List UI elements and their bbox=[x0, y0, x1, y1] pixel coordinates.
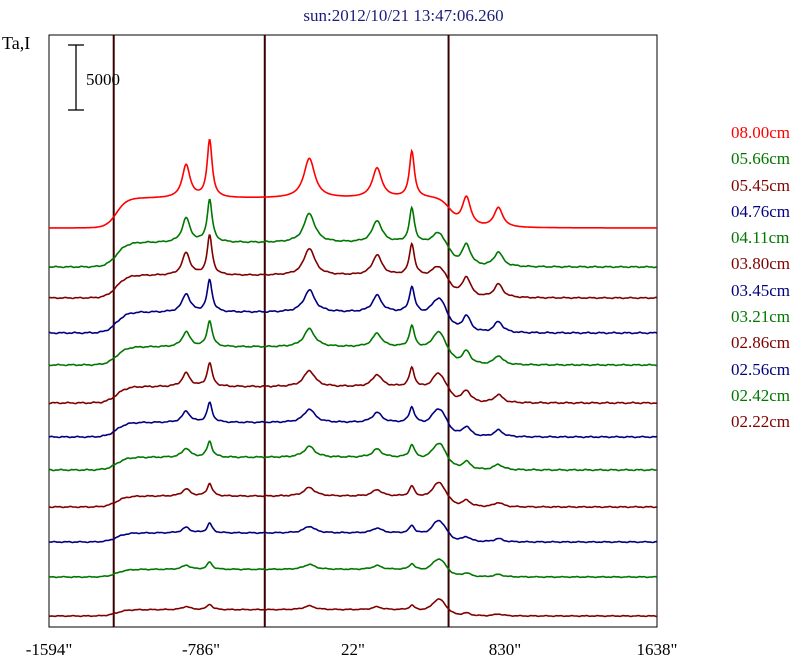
y-axis-label: Ta,I bbox=[2, 33, 31, 53]
legend-item: 02.86cm bbox=[731, 333, 791, 353]
legend-item: 02.56cm bbox=[731, 359, 791, 379]
legend-item: 05.66cm bbox=[731, 149, 791, 169]
series-line-02-56cm bbox=[49, 519, 658, 544]
x-tick-label: -786" bbox=[182, 640, 220, 659]
series-line-05-66cm bbox=[48, 198, 658, 269]
series-line-03-21cm bbox=[48, 440, 657, 472]
legend-item: 02.22cm bbox=[731, 412, 791, 432]
legend-item: 03.80cm bbox=[731, 254, 791, 274]
x-tick-label: 1638" bbox=[637, 640, 678, 659]
series-line-08-00cm bbox=[49, 138, 657, 229]
series-line-03-45cm bbox=[48, 401, 658, 439]
series-line-02-42cm bbox=[48, 558, 658, 579]
legend-item: 03.21cm bbox=[731, 307, 791, 327]
x-tick-label: -1594" bbox=[26, 640, 73, 659]
plot-frame bbox=[48, 34, 658, 628]
legend-item: 08.00cm bbox=[731, 123, 791, 142]
x-tick-label: 22" bbox=[341, 640, 365, 659]
series-line-02-86cm bbox=[49, 481, 657, 509]
legend-item: 05.45cm bbox=[731, 175, 791, 195]
series-line-03-80cm bbox=[49, 361, 658, 405]
series-line-05-45cm bbox=[48, 234, 658, 300]
series-line-04-76cm bbox=[48, 278, 658, 335]
legend-item: 04.76cm bbox=[731, 201, 791, 221]
chart-title: sun:2012/10/21 13:47:06.260 bbox=[303, 6, 504, 25]
legend-item: 03.45cm bbox=[731, 280, 791, 300]
x-tick-label: 830" bbox=[489, 640, 521, 659]
legend-item: 02.42cm bbox=[731, 385, 791, 405]
series-line-02-22cm bbox=[48, 598, 657, 618]
series-line-04-11cm bbox=[48, 320, 658, 367]
legend: 08.00cm 05.66cm 05.45cm 04.76cm 04.11cm 03.80… bbox=[731, 120, 790, 436]
scale-bar-label: 5000 bbox=[86, 70, 120, 89]
legend-item: 04.11cm bbox=[731, 228, 790, 248]
